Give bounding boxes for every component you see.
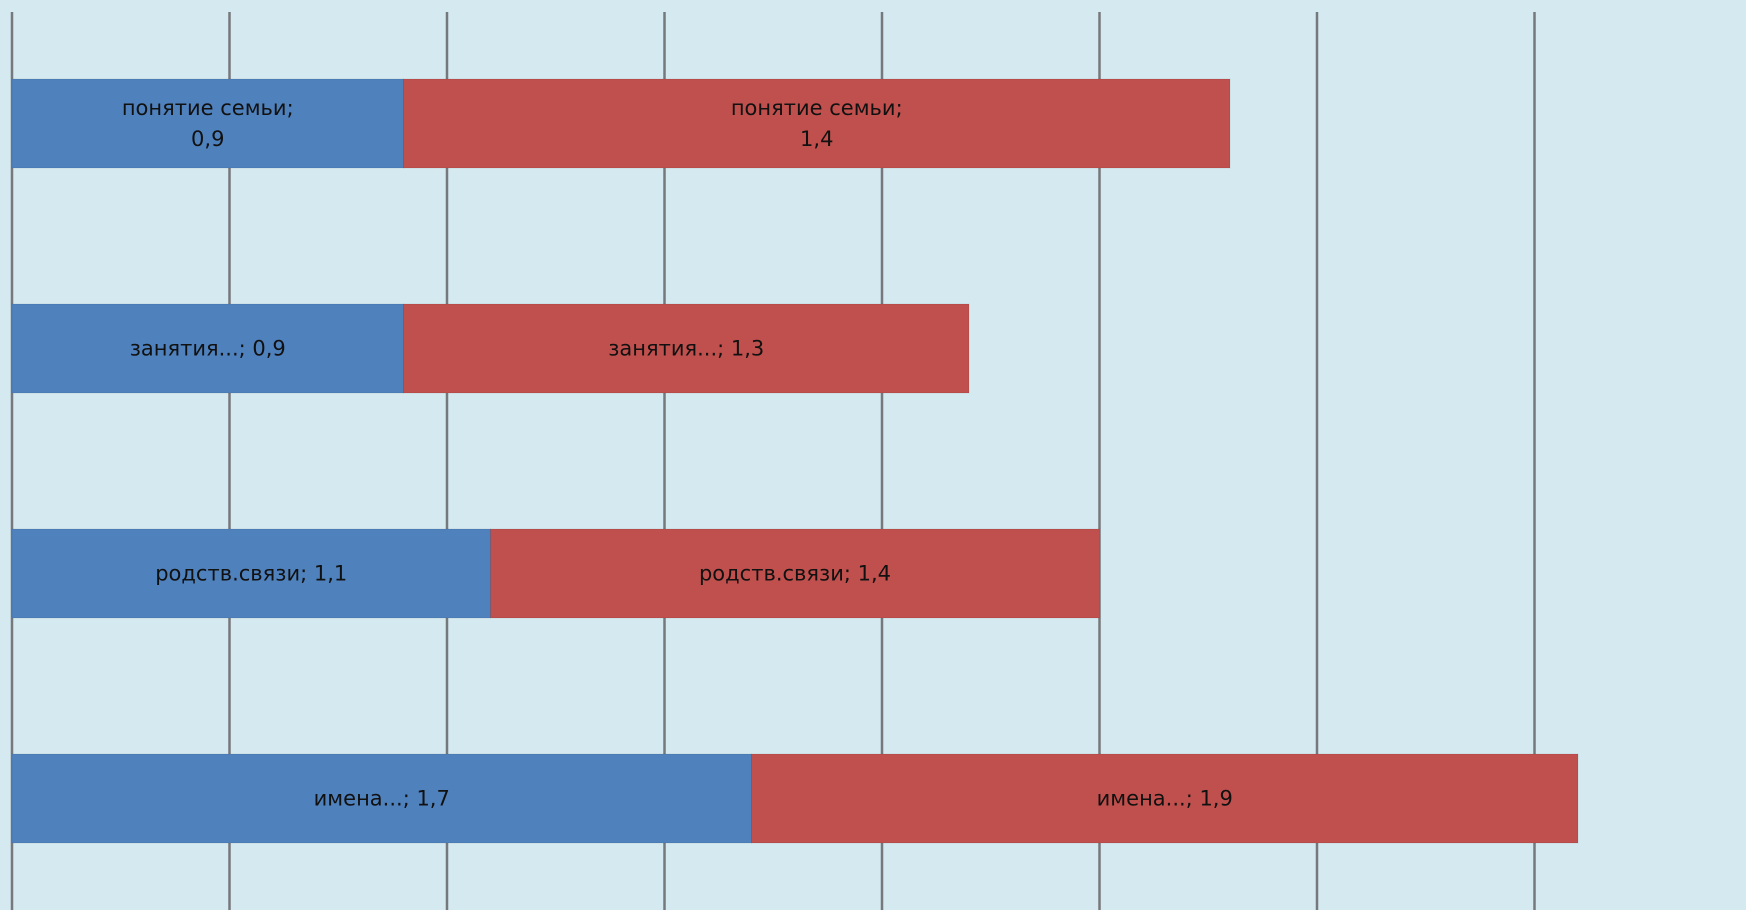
bar-0-series-1 <box>403 78 1231 169</box>
bars: понятие семьи; 0,9 понятие семьи; 1,4 заняти… <box>11 78 1579 844</box>
data-label-0-series-1-line-0: понятие семьи; <box>731 96 903 120</box>
bar-1-series-0 <box>11 303 404 394</box>
data-label-0-series-0-line-0: понятие семьи; <box>122 96 294 120</box>
bar-1-series-1 <box>403 303 970 394</box>
data-label-0-series-0-line-1: 0,9 <box>191 127 224 151</box>
data-label-0-series-1-line-1: 1,4 <box>800 127 833 151</box>
data-label-1-series-0-line-0: занятия...; 0,9 <box>130 337 286 361</box>
bar-2-series-1 <box>490 528 1100 619</box>
data-label-2-series-1-line-0: родств.связи; 1,4 <box>699 562 891 586</box>
data-label-3-series-0-line-0: имена...; 1,7 <box>314 787 450 811</box>
bar-3-series-1 <box>751 753 1579 844</box>
data-label-1-series-1-line-0: занятия...; 1,3 <box>608 337 764 361</box>
data-label-2-series-0-line-0: родств.связи; 1,1 <box>155 562 347 586</box>
bar-2-series-0 <box>11 528 491 619</box>
bar-0-series-0 <box>11 78 404 169</box>
data-label-3-series-1-line-0: имена...; 1,9 <box>1097 787 1233 811</box>
